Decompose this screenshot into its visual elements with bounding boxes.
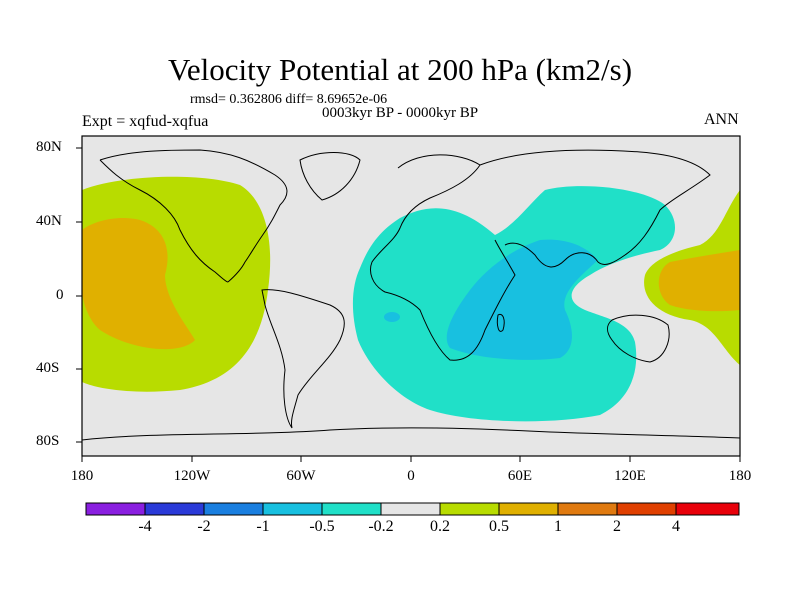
colorbar-box-9	[557, 502, 618, 516]
experiment-label: Expt = xqfud-xqfua	[82, 113, 209, 130]
colorbar-label: 1	[554, 518, 562, 535]
lat-label-40s: 40S	[36, 360, 60, 376]
colorbar-label: -4	[138, 518, 152, 535]
colorbar-box-3	[203, 502, 264, 516]
lon-label-120e: 120E	[614, 468, 646, 484]
colorbar-label: -2	[197, 518, 211, 535]
colorbar-label: -0.5	[309, 518, 335, 535]
colorbar-label: -0.2	[368, 518, 394, 535]
colorbar-box-1	[85, 502, 146, 516]
lon-label-180w: 180	[70, 468, 94, 484]
stats-text: rmsd= 0.362806 diff= 8.69652e-06	[190, 92, 388, 107]
europe-africa-coast	[370, 154, 516, 361]
asia-coast	[479, 149, 711, 268]
colorbar-box-8	[498, 502, 559, 516]
lat-label-80n: 80N	[36, 139, 62, 155]
pacific-moderate-region	[82, 218, 195, 350]
lat-label-0: 0	[56, 287, 64, 303]
coastlines	[82, 149, 740, 441]
season-label: ANN	[704, 111, 739, 128]
lat-label-80s: 80S	[36, 433, 60, 449]
lat-ticks	[76, 147, 82, 443]
colorbar	[85, 502, 740, 516]
north-america-coast	[99, 149, 288, 283]
lon-label-180e: 180	[728, 468, 752, 484]
chart-title: Velocity Potential at 200 hPa (km2/s)	[167, 52, 633, 87]
madagascar-coast	[496, 313, 505, 332]
south-america-coast	[261, 289, 345, 429]
colorbar-box-6	[380, 502, 441, 516]
lon-label-120w: 120W	[173, 468, 211, 484]
lon-label-60e: 60E	[507, 468, 533, 484]
colorbar-label: -1	[256, 518, 270, 535]
lat-label-40n: 40N	[36, 213, 62, 229]
colorbar-label: 0.2	[430, 518, 450, 535]
colorbar-box-4	[262, 502, 323, 516]
west-america-coast	[99, 159, 229, 283]
map-plot	[82, 136, 740, 456]
negative-patch	[384, 312, 400, 322]
colorbar-box-7	[439, 502, 500, 516]
colorbar-label: 4	[672, 518, 680, 535]
lon-label-0: 0	[407, 468, 415, 484]
colorbar-box-11	[675, 502, 740, 516]
antarctica-coast	[82, 427, 740, 441]
colorbar-box-5	[321, 502, 382, 516]
west-pacific-moderate-region	[658, 250, 740, 312]
period-label: 0003kyr BP - 0000kyr BP	[322, 105, 479, 121]
colorbar-box-10	[616, 502, 677, 516]
greenland-coast	[299, 152, 361, 201]
lon-ticks	[81, 456, 741, 462]
lon-label-60w: 60W	[286, 468, 316, 484]
australia-coast	[607, 314, 670, 363]
colorbar-box-2	[144, 502, 205, 516]
colorbar-label: 0.5	[489, 518, 509, 535]
colorbar-label: 2	[613, 518, 621, 535]
